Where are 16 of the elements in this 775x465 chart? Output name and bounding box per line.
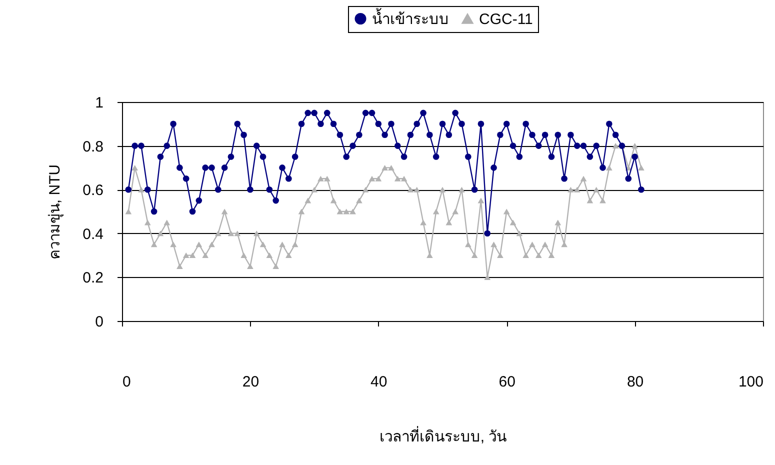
- y-tick-label: 0: [95, 314, 104, 330]
- legend-label: CGC-11: [479, 10, 533, 28]
- y-axis-title: ความขุ่น, NTU: [46, 164, 65, 260]
- legend-label: น้ำเข้าระบบ: [372, 8, 449, 28]
- y-tick-label: 0.6: [82, 182, 104, 200]
- x-axis-title: เวลาที่เดินระบบ, วัน: [379, 426, 507, 446]
- x-tick-label: 80: [626, 374, 644, 390]
- x-tick-label: 20: [242, 374, 260, 390]
- y-tick-label: 0.4: [82, 226, 104, 243]
- y-tick-label: 1: [95, 94, 104, 112]
- y-tick-label: 0.2: [82, 270, 104, 287]
- x-tick-label: 100: [738, 374, 764, 390]
- x-tick-label: 0: [122, 374, 131, 390]
- x-tick-label: 60: [498, 374, 516, 390]
- y-tick-label: 0.8: [82, 138, 104, 156]
- x-tick-label: 40: [370, 374, 388, 390]
